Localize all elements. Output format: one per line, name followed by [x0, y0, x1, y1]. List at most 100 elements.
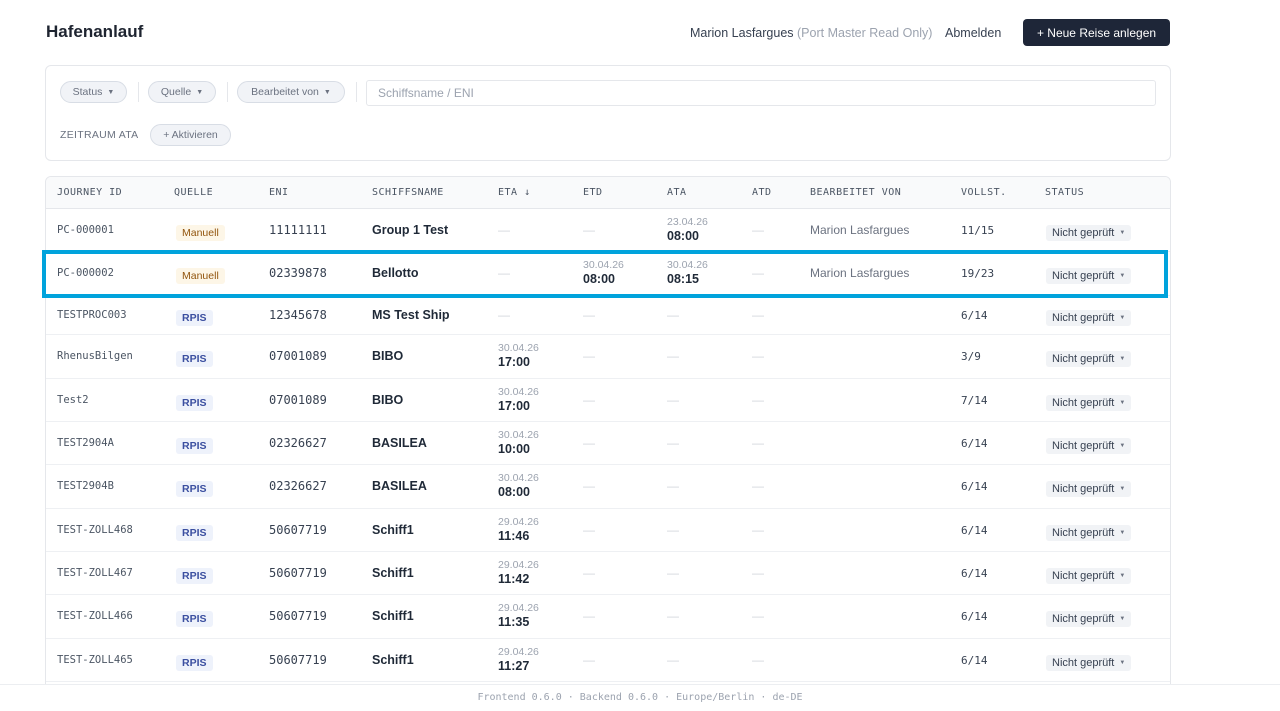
column-header-atd[interactable]: ATD: [752, 187, 772, 198]
column-header-completeness[interactable]: VOLLST.: [961, 187, 1007, 198]
eta-cell-date: 29.04.26: [498, 515, 539, 528]
status-dropdown[interactable]: Nicht geprüft ▼: [1046, 654, 1132, 671]
vessel-name: Bellotto: [372, 266, 419, 280]
status-cell: Nicht geprüft ▼: [1046, 653, 1132, 671]
status-filter-label: Status: [72, 86, 103, 98]
ata-cell: 23.04.26 08:00: [667, 216, 708, 244]
column-header-eni[interactable]: ENI: [269, 187, 289, 198]
table-row[interactable]: Test2 RPIS 07001089 BIBO 30.04.26 17:00 — — — 7/1…: [46, 379, 1170, 422]
eta-cell: 29.04.26 11:27: [498, 646, 539, 674]
eta-cell-time: 11:27: [498, 658, 530, 673]
status-cell: Nicht geprüft ▼: [1046, 393, 1132, 411]
status-cell: Nicht geprüft ▼: [1046, 479, 1132, 497]
column-header-vessel-name[interactable]: SCHIFFSNAME: [372, 187, 444, 198]
vessel-name: BIBO: [372, 349, 404, 363]
status-label: Nicht geprüft: [1052, 396, 1115, 409]
status-dropdown[interactable]: Nicht geprüft ▼: [1046, 437, 1132, 454]
completeness: 6/14: [961, 566, 988, 580]
eta-cell: —: [498, 266, 510, 280]
ata-cell: —: [667, 565, 679, 580]
eni-number: 02326627: [269, 435, 327, 450]
table-row[interactable]: TEST2904B RPIS 02326627 BASILEA 30.04.26 08:0…: [46, 465, 1170, 509]
activate-range-button[interactable]: + Aktivieren: [150, 124, 231, 146]
column-header-edited-by[interactable]: BEARBEITET VON: [810, 187, 902, 198]
source-cell: RPIS: [176, 393, 213, 411]
table-row[interactable]: TEST-ZOLL466 RPIS 50607719 Schiff1 29.04.26 1…: [46, 595, 1170, 639]
table-row[interactable]: TESTPROC003 RPIS 12345678 MS Test Ship — — — — 6…: [46, 296, 1170, 335]
status-dropdown[interactable]: Nicht geprüft ▼: [1046, 351, 1132, 367]
eta-cell-date: 29.04.26: [498, 645, 539, 658]
eta-cell: —: [498, 222, 510, 237]
etd-cell: —: [583, 609, 595, 623]
eni-number: 12345678: [269, 307, 327, 322]
atd-cell: —: [752, 522, 764, 537]
journey-table: JOURNEY ID QUELLE ENI SCHIFFSNAME ETA ↓ …: [45, 176, 1171, 696]
column-header-etd[interactable]: ETD: [583, 187, 603, 198]
column-header-status[interactable]: STATUS: [1045, 187, 1085, 198]
column-header-ata[interactable]: ATA: [667, 187, 687, 198]
chevron-down-icon: ▼: [1119, 572, 1126, 579]
eta-cell-date: 30.04.26: [498, 428, 539, 441]
column-header-journey-id[interactable]: JOURNEY ID: [57, 187, 123, 198]
status-dropdown[interactable]: Nicht geprüft ▼: [1046, 309, 1132, 326]
app-header: Hafenanlauf Marion Lasfargues (Port Mast…: [0, 0, 1280, 66]
source-cell: RPIS: [176, 436, 213, 454]
status-filter[interactable]: Status ▼: [60, 81, 127, 103]
table-row[interactable]: TEST-ZOLL468 RPIS 50607719 Schiff1 29.04.26 1…: [46, 509, 1170, 552]
vessel-name: Schiff1: [372, 652, 414, 667]
atd-cell: —: [752, 392, 764, 407]
status-dropdown[interactable]: Nicht geprüft ▼: [1046, 268, 1132, 284]
chevron-down-icon: ▼: [107, 88, 115, 96]
ata-cell: —: [667, 392, 679, 407]
status-dropdown[interactable]: Nicht geprüft ▼: [1046, 394, 1132, 411]
status-dropdown[interactable]: Nicht geprüft ▼: [1046, 524, 1132, 541]
journey-id: TESTPROC003: [57, 308, 127, 321]
edited-by-filter[interactable]: Bearbeitet von ▼: [237, 81, 345, 103]
table-row[interactable]: PC-000002 Manuell 02339878 Bellotto — 30.04.2…: [46, 252, 1170, 296]
table-row[interactable]: RhenusBilgen RPIS 07001089 BIBO 30.04.26 17:0…: [46, 335, 1170, 379]
table-row[interactable]: PC-000001 Manuell 11111111 Group 1 Test — — 23…: [46, 209, 1170, 252]
vessel-name: Schiff1: [372, 565, 414, 580]
user-role: (Port Master Read Only): [797, 26, 933, 40]
completeness: 3/9: [961, 350, 981, 363]
source-badge: Manuell: [176, 224, 225, 241]
table-row[interactable]: TEST2904A RPIS 02326627 BASILEA 30.04.26 10:0…: [46, 422, 1170, 465]
status-label: Nicht geprüft: [1052, 439, 1115, 452]
status-cell: Nicht geprüft ▼: [1046, 609, 1132, 627]
vessel-search-input[interactable]: [366, 80, 1156, 106]
completeness: 7/14: [961, 393, 988, 407]
source-filter[interactable]: Quelle ▼: [148, 81, 216, 103]
completeness: 6/14: [961, 436, 988, 450]
status-dropdown[interactable]: Nicht geprüft ▼: [1046, 611, 1132, 627]
table-header: JOURNEY ID QUELLE ENI SCHIFFSNAME ETA ↓ …: [46, 177, 1170, 209]
journey-id: TEST-ZOLL468: [57, 523, 133, 536]
filter-divider: [356, 82, 357, 102]
edited-by: Marion Lasfargues: [810, 222, 910, 237]
user-info: Marion Lasfargues (Port Master Read Only…: [690, 26, 932, 40]
app-footer: Frontend 0.6.0 · Backend 0.6.0 · Europe/…: [0, 684, 1280, 711]
eta-cell: 30.04.26 10:00: [498, 429, 539, 457]
edited-by-filter-label: Bearbeitet von: [251, 86, 319, 98]
journey-id: PC-000001: [57, 223, 114, 236]
ata-cell: —: [667, 435, 679, 450]
source-badge: Manuell: [176, 268, 225, 284]
status-dropdown[interactable]: Nicht geprüft ▼: [1046, 567, 1132, 584]
chevron-down-icon: ▼: [1119, 229, 1126, 236]
table-row[interactable]: TEST-ZOLL465 RPIS 50607719 Schiff1 29.04.26 1…: [46, 639, 1170, 682]
status-dropdown[interactable]: Nicht geprüft ▼: [1046, 224, 1132, 241]
status-dropdown[interactable]: Nicht geprüft ▼: [1046, 481, 1132, 497]
ata-cell-date: 23.04.26: [667, 215, 708, 228]
etd-cell: —: [583, 522, 595, 537]
eni-number: 50607719: [269, 522, 327, 537]
new-trip-button[interactable]: + Neue Reise anlegen: [1023, 19, 1170, 46]
column-header-eta[interactable]: ETA ↓: [498, 187, 531, 198]
column-header-source[interactable]: QUELLE: [174, 187, 214, 198]
table-row[interactable]: TEST-ZOLL467 RPIS 50607719 Schiff1 29.04.26 1…: [46, 552, 1170, 595]
source-badge: RPIS: [176, 481, 213, 497]
source-cell: RPIS: [176, 308, 213, 326]
eta-cell-time: 11:42: [498, 571, 530, 586]
logout-link[interactable]: Abmelden: [945, 26, 1002, 40]
atd-cell: —: [752, 479, 764, 493]
ata-cell-time: 08:00: [667, 228, 699, 243]
journey-id: RhenusBilgen: [57, 350, 133, 362]
